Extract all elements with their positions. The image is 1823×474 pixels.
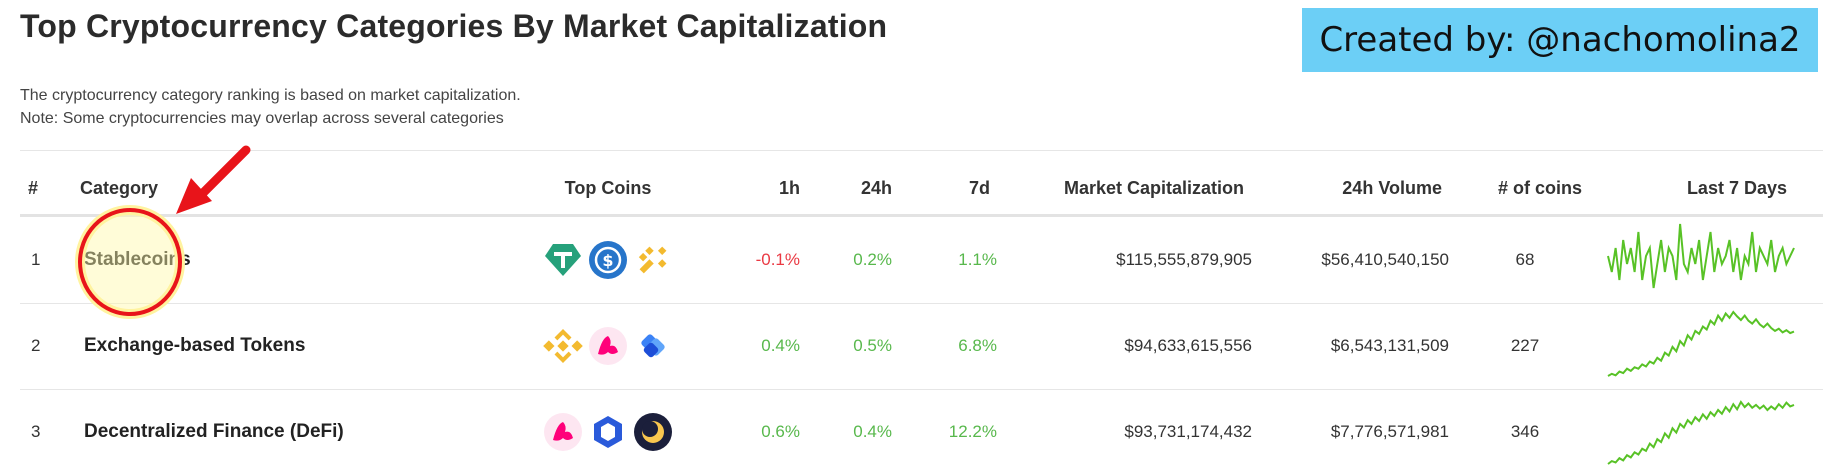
volume-value: $6,543,131,509: [1330, 336, 1449, 355]
row-rank: 2: [31, 336, 41, 355]
market-cap-value: $94,633,615,556: [1124, 336, 1252, 355]
change-1h: 0.6%: [761, 422, 800, 441]
change-1h: 0.4%: [761, 336, 800, 355]
binance-usd-icon: [638, 246, 667, 274]
terra-icon: [634, 413, 672, 451]
sparkline-chart: [1607, 400, 1795, 465]
page-title: Top Cryptocurrency Categories By Market …: [20, 8, 888, 44]
header-divider: [20, 214, 1823, 217]
sparkline-path: [1607, 223, 1795, 289]
page-description: The cryptocurrency category ranking is b…: [20, 84, 521, 130]
num-coins-value: 227: [1510, 336, 1540, 355]
change-24h: 0.2%: [853, 250, 892, 269]
num-coins-value: 346: [1510, 422, 1540, 441]
market-cap-value: $93,731,174,432: [1124, 422, 1252, 441]
sparkline-chart: [1607, 310, 1795, 377]
row-rank: 3: [31, 422, 41, 441]
sparkline-chart: [1607, 223, 1795, 289]
header-market-cap[interactable]: Market Capitalization: [1063, 178, 1244, 198]
change-7d: 12.2%: [948, 422, 997, 441]
change-1h: -0.1%: [755, 250, 800, 269]
num-coins-value: 68: [1515, 250, 1535, 269]
header-category[interactable]: Category: [80, 178, 159, 198]
category-name-link[interactable]: Stablecoins: [84, 249, 191, 270]
row-rank: 1: [31, 250, 41, 269]
arrow-shaft: [195, 145, 251, 201]
change-7d: 6.8%: [958, 336, 997, 355]
binance-coin-icon: [543, 329, 583, 363]
header-num-coins[interactable]: # of coins: [1497, 178, 1582, 198]
sparkline-path: [1607, 400, 1795, 465]
svg-text:$: $: [602, 251, 613, 270]
header-rank[interactable]: #: [28, 178, 39, 198]
header-24h[interactable]: 24h: [860, 178, 892, 198]
row-divider-2: [20, 389, 1823, 390]
uniswap-icon: [544, 413, 582, 451]
header-7d[interactable]: 7d: [968, 178, 990, 198]
volume-value: $56,410,540,150: [1321, 250, 1449, 269]
header-volume[interactable]: 24h Volume: [1342, 178, 1442, 198]
description-line-1: The cryptocurrency category ranking is b…: [20, 87, 521, 104]
arrow-head: [176, 178, 212, 214]
usd-coin-icon: $: [589, 241, 627, 279]
tether-icon: [545, 244, 581, 276]
header-top-coins: Top Coins: [564, 178, 652, 198]
change-7d: 1.1%: [958, 250, 997, 269]
change-24h: 0.4%: [853, 422, 892, 441]
header-last-7-days: Last 7 Days: [1686, 178, 1787, 198]
volume-value: $7,776,571,981: [1330, 422, 1449, 441]
top-divider: [20, 150, 1823, 151]
category-name-link[interactable]: Decentralized Finance (DeFi): [84, 421, 344, 442]
category-name-link[interactable]: Exchange-based Tokens: [84, 335, 306, 356]
ftx-token-icon: [641, 334, 665, 358]
description-line-2: Note: Some cryptocurrencies may overlap …: [20, 110, 504, 127]
change-24h: 0.5%: [853, 336, 892, 355]
market-cap-value: $115,555,879,905: [1116, 250, 1252, 269]
chainlink-icon: [594, 416, 622, 448]
sparkline-path: [1607, 310, 1795, 377]
credit-badge: Created by: @nachomolina2: [1302, 8, 1818, 72]
uniswap-icon: [589, 327, 627, 365]
header-1h[interactable]: 1h: [778, 178, 800, 198]
row-divider-1: [20, 303, 1823, 304]
